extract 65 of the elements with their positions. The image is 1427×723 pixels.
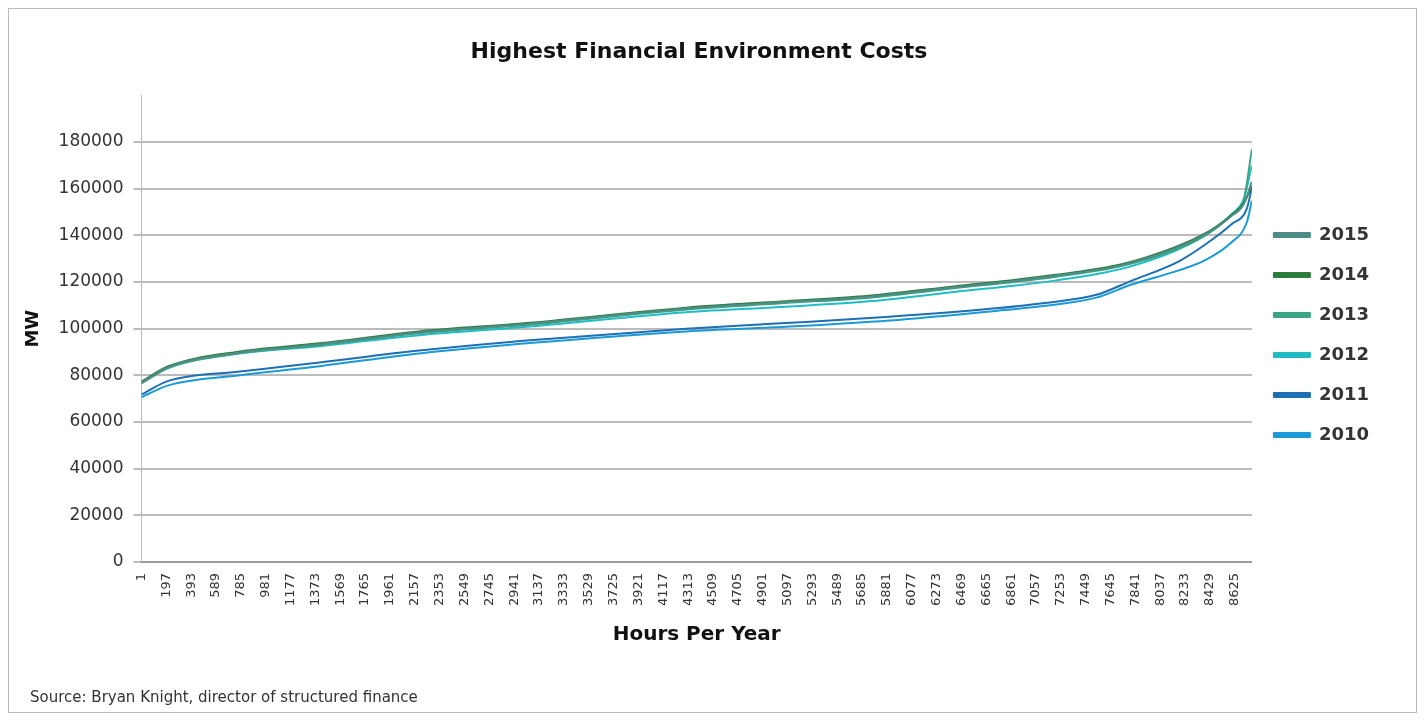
x-tick-label: 4117 [654,572,670,607]
x-tick-label: 5489 [828,572,844,607]
x-tick-label: 2157 [406,572,422,607]
x-tick-label: 7841 [1126,572,1142,607]
x-tick-label: 5097 [778,572,794,607]
y-tick-label: 160000 [58,177,124,198]
x-tick-label: 1177 [281,572,297,607]
x-tick-label: 3137 [530,572,546,607]
x-tick-label: 589 [207,572,223,598]
legend-label: 2013 [1318,302,1370,324]
x-tick-label: 4313 [679,572,695,607]
x-tick-label: 4509 [704,572,720,607]
legend-label: 2014 [1318,262,1370,284]
y-tick-label: 120000 [58,270,124,291]
x-tick-label: 6077 [903,572,919,607]
x-tick-label: 3333 [555,572,571,607]
legend-label: 2012 [1318,342,1370,364]
y-tick-label: 180000 [58,130,124,151]
y-tick-label: 100000 [58,317,124,338]
x-tick-label: 981 [257,572,273,598]
x-tick-label: 1569 [331,572,347,607]
legend-label: 2010 [1318,422,1370,444]
x-tick-label: 3529 [580,572,596,607]
y-tick-label: 80000 [69,363,124,384]
x-tick-label: 4901 [754,572,770,607]
x-tick-label: 7449 [1077,572,1093,607]
legend-label: 2015 [1318,222,1370,244]
x-tick-label: 3725 [604,572,620,607]
x-tick-label: 6469 [952,572,968,607]
x-tick-label: 7253 [1052,572,1068,607]
x-tick-label: 1765 [356,572,372,607]
x-tick-label: 8625 [1226,572,1242,607]
x-tick-label: 8429 [1201,572,1217,607]
x-tick-label: 1373 [306,572,322,607]
x-axis-title: Hours Per Year [612,621,781,646]
x-tick-label: 197 [157,572,173,598]
x-tick-label: 393 [182,572,198,598]
x-tick-label: 2549 [455,572,471,607]
x-tick-label: 785 [232,572,248,598]
x-tick-label: 2353 [431,572,447,607]
x-tick-label: 5293 [803,572,819,607]
y-tick-label: 140000 [58,223,124,244]
x-tick-label: 2745 [480,572,496,607]
x-tick-label: 7645 [1101,572,1117,607]
legend-label: 2011 [1318,382,1370,404]
y-axis-title: MW [21,309,43,348]
x-tick-label: 1 [132,572,148,582]
x-tick-label: 5685 [853,572,869,607]
x-tick-label: 7057 [1027,572,1043,607]
y-tick-label: 0 [112,550,124,571]
y-tick-label: 60000 [69,410,124,431]
x-tick-label: 6861 [1002,572,1018,607]
x-tick-label: 4705 [729,572,745,607]
x-tick-label: 2941 [505,572,521,607]
x-tick-label: 8233 [1176,572,1192,607]
x-tick-label: 3921 [629,572,645,607]
y-tick-label: 20000 [69,503,124,524]
y-tick-label: 40000 [69,457,124,478]
x-tick-label: 6273 [927,572,943,607]
x-tick-label: 6665 [977,572,993,607]
chart-title: Highest Financial Environment Costs [470,37,928,63]
source-note: Source: Bryan Knight, director of structured finance [30,688,418,706]
x-tick-label: 5881 [878,572,894,607]
x-tick-label: 1961 [381,572,397,607]
x-tick-label: 8037 [1151,572,1167,607]
